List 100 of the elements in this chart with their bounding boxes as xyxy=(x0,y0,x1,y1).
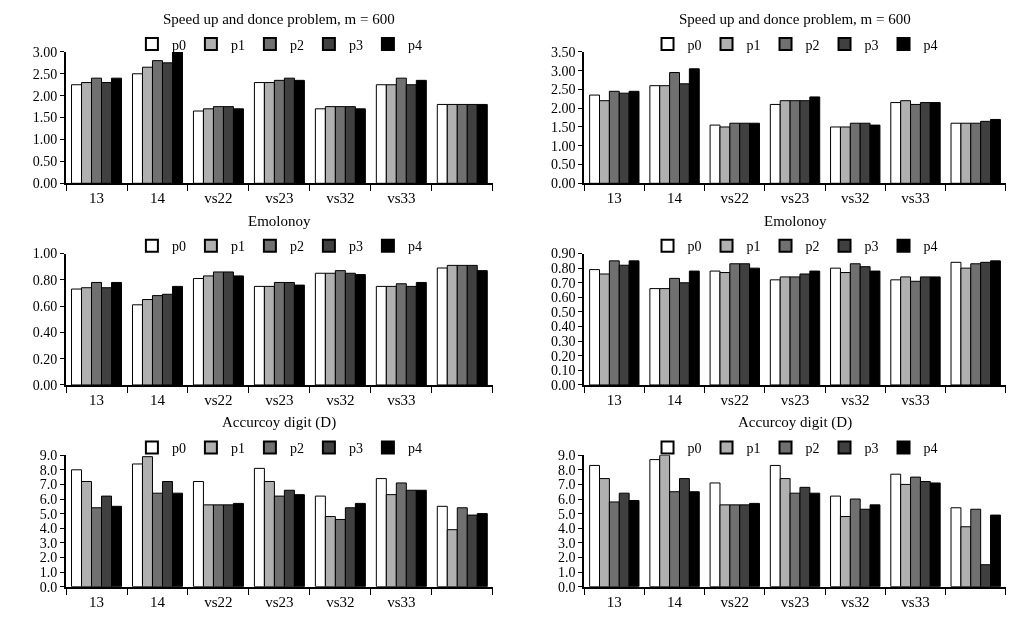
x-tick-label: 14 xyxy=(149,190,166,207)
x-tick-label: vs23 xyxy=(780,593,810,610)
y-tick-label: 3.00 xyxy=(550,63,576,79)
y-tick-label: 9.0 xyxy=(557,448,576,464)
x-tick-label: vs23 xyxy=(780,391,810,408)
x-tick-label: 14 xyxy=(667,190,683,207)
y-tick-label: 6.0 xyxy=(39,491,58,507)
legend-label: p1 xyxy=(746,37,761,53)
y-tick-label: 1.0 xyxy=(39,564,58,580)
chart-title: Accurcoy digit (D) xyxy=(222,414,337,431)
legend-label: p0 xyxy=(171,239,186,255)
y-tick-label: 1.50 xyxy=(32,110,58,126)
y-tick-label: 1.00 xyxy=(550,138,576,154)
y-tick-label: 0.20 xyxy=(32,351,58,367)
x-tick-label: vs33 xyxy=(901,391,930,408)
x-tick-label: vs22 xyxy=(204,593,233,610)
x-tick-label: vs33 xyxy=(901,190,930,207)
legend-label: p2 xyxy=(289,239,304,255)
x-tick-label: 13 xyxy=(89,190,105,207)
y-tick-label: 0.10 xyxy=(550,363,576,379)
y-tick-label: 0.30 xyxy=(550,334,576,350)
legend-label: p4 xyxy=(923,37,938,53)
y-tick-label: 0.90 xyxy=(550,246,576,262)
legend-label: p2 xyxy=(805,239,820,255)
y-tick-label: 3.00 xyxy=(32,44,58,60)
y-tick-label: 0.40 xyxy=(550,319,576,335)
y-tick-label: 0.60 xyxy=(550,290,576,306)
y-tick-label: 0.40 xyxy=(32,325,58,341)
legend-label: p0 xyxy=(687,239,702,255)
x-tick-label: vs22 xyxy=(720,391,749,408)
x-tick-label: vs32 xyxy=(326,593,355,610)
y-tick-label: 2.00 xyxy=(550,101,576,117)
y-tick-label: 2.0 xyxy=(39,550,58,566)
y-tick-label: 2.0 xyxy=(557,550,576,566)
x-tick-label: 14 xyxy=(149,391,166,408)
x-tick-label: vs22 xyxy=(720,593,749,610)
y-tick-label: 3.0 xyxy=(39,535,58,551)
legend-label: p1 xyxy=(746,239,761,255)
y-tick-label: 0.00 xyxy=(550,176,576,192)
x-tick-label: vs32 xyxy=(841,593,870,610)
y-tick-label: 3.0 xyxy=(557,535,576,551)
legend-label: p2 xyxy=(289,37,304,53)
y-tick-label: 8.0 xyxy=(39,462,58,478)
legend-label: p4 xyxy=(923,239,938,255)
legend-label: p1 xyxy=(230,37,245,53)
y-tick-label: 7.0 xyxy=(557,477,576,493)
legend-label: p1 xyxy=(230,239,245,255)
y-tick-label: 1.0 xyxy=(557,564,576,580)
y-tick-label: 1.50 xyxy=(550,119,576,135)
legend-label: p2 xyxy=(289,440,304,456)
x-tick-label: 14 xyxy=(667,593,683,610)
y-tick-label: 3.50 xyxy=(550,44,576,60)
x-tick-label: vs33 xyxy=(387,593,416,610)
x-tick-label: vs23 xyxy=(265,190,294,207)
y-tick-label: 0.20 xyxy=(550,348,576,364)
legend-label: p3 xyxy=(864,37,879,53)
x-tick-label: 14 xyxy=(149,593,166,610)
y-tick-label: 2.00 xyxy=(32,88,58,104)
x-tick-label: vs23 xyxy=(265,593,294,610)
x-tick-label: vs32 xyxy=(841,391,870,408)
y-tick-label: 0.0 xyxy=(557,579,576,595)
x-tick-label: 13 xyxy=(606,190,622,207)
legend-label: p4 xyxy=(407,239,422,255)
x-tick-label: vs22 xyxy=(720,190,749,207)
legend-label: p0 xyxy=(171,440,186,456)
chart-title: Accurcoy digit (D) xyxy=(738,414,853,431)
legend-label: p3 xyxy=(864,440,879,456)
legend-label: p3 xyxy=(348,440,363,456)
y-tick-label: 0.50 xyxy=(550,157,576,173)
x-tick-label: vs32 xyxy=(326,190,355,207)
y-tick-label: 0.70 xyxy=(550,275,576,291)
legend-label: p4 xyxy=(407,440,422,456)
y-tick-label: 0.80 xyxy=(550,261,576,277)
y-tick-label: 0.00 xyxy=(32,377,58,393)
legend-label: p0 xyxy=(171,37,186,53)
x-tick-label: 13 xyxy=(606,391,622,408)
x-tick-label: vs32 xyxy=(841,190,870,207)
y-tick-label: 0.00 xyxy=(32,176,58,192)
chart-title: Emolonoy xyxy=(248,213,311,229)
legend-label: p2 xyxy=(805,37,820,53)
x-tick-label: vs23 xyxy=(780,190,810,207)
y-tick-label: 0.50 xyxy=(550,304,576,320)
x-tick-label: 14 xyxy=(667,391,683,408)
x-tick-label: vs33 xyxy=(387,391,416,408)
x-tick-label: 13 xyxy=(89,391,105,408)
x-tick-label: vs22 xyxy=(204,391,233,408)
x-tick-label: vs22 xyxy=(204,190,233,207)
chart-title: Emolonoy xyxy=(764,213,827,229)
y-tick-label: 5.0 xyxy=(39,506,58,522)
y-tick-label: 0.0 xyxy=(39,579,58,595)
legend-label: p0 xyxy=(687,440,702,456)
x-tick-label: 13 xyxy=(89,593,105,610)
legend-label: p4 xyxy=(407,37,422,53)
y-tick-label: 5.0 xyxy=(557,506,576,522)
y-tick-label: 4.0 xyxy=(557,521,576,537)
y-tick-label: 1.00 xyxy=(32,246,58,262)
y-tick-label: 0.00 xyxy=(550,377,576,393)
legend-label: p1 xyxy=(746,440,761,456)
y-tick-label: 7.0 xyxy=(39,477,58,493)
legend-label: p3 xyxy=(348,37,363,53)
